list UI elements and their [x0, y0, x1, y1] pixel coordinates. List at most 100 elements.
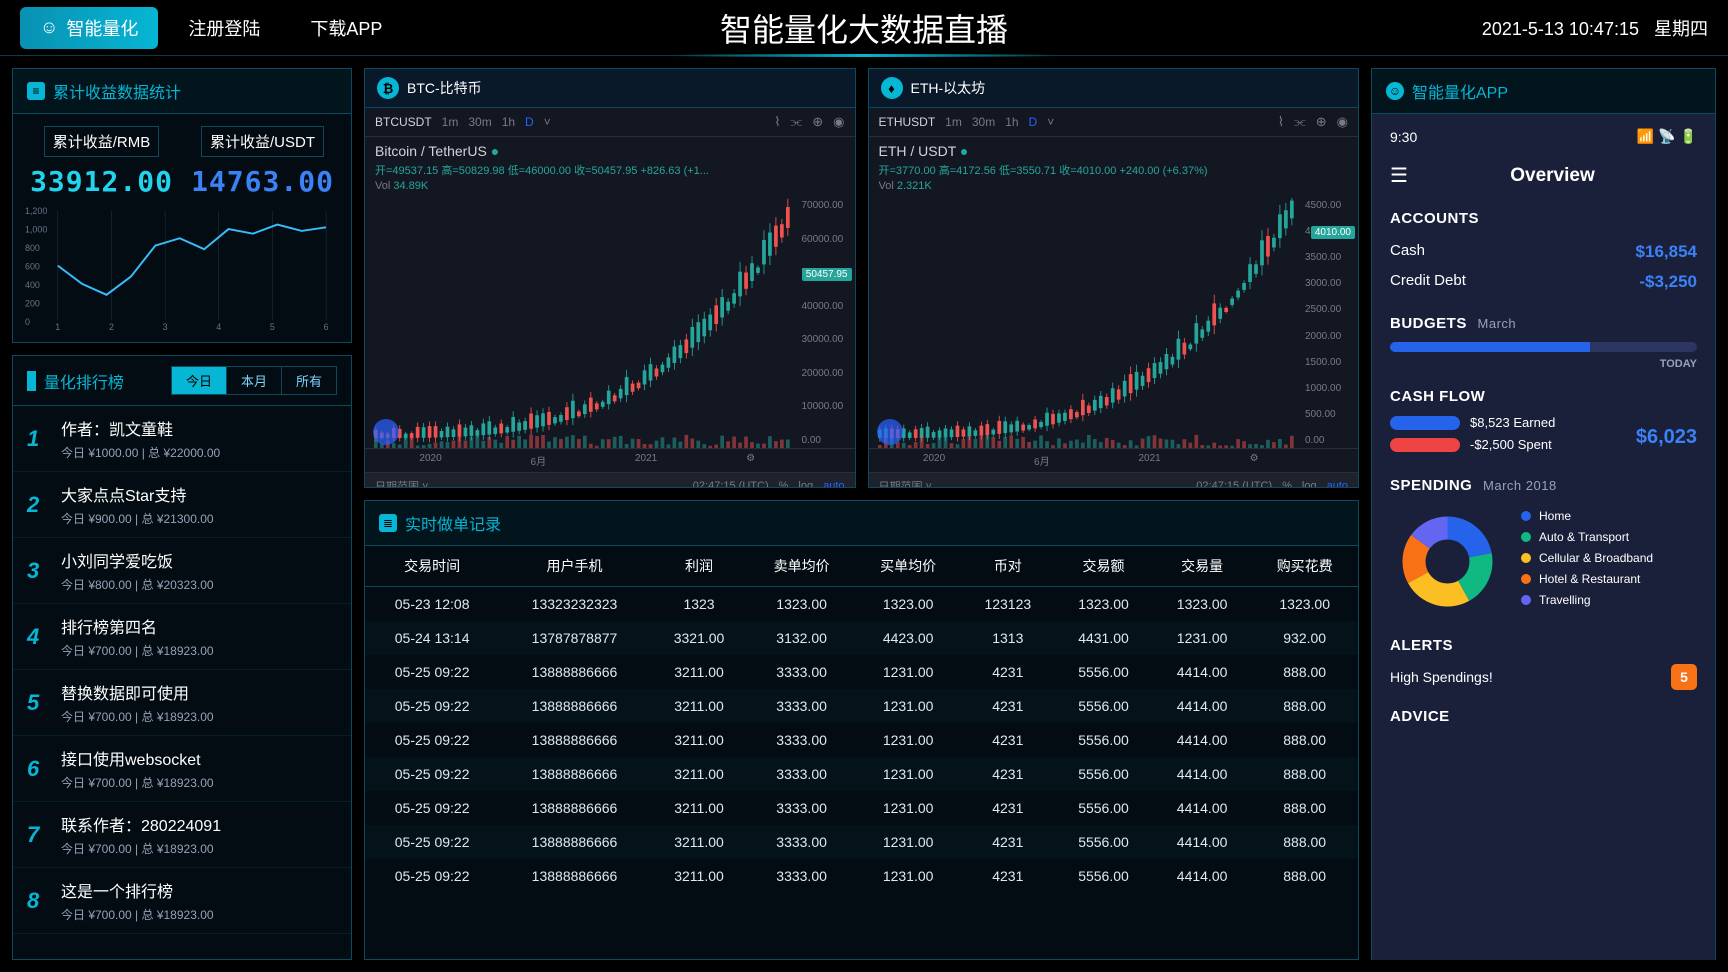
chart-opt[interactable]: % [1282, 480, 1292, 487]
rank-number: 3 [27, 558, 47, 584]
gear-icon[interactable]: ⚙ [1250, 453, 1259, 468]
rank-tab[interactable]: 今日 [172, 367, 227, 394]
rank-item[interactable]: 6接口使用websocket今日 ¥700.00 | 总 ¥18923.00 [13, 736, 351, 802]
svg-text:1,200: 1,200 [25, 206, 47, 216]
eth-chart-body[interactable]: ETHUSDT 1m 30m 1h D ˅ ⌇ ⫘ ⊕ ◉ ETH / USDT… [869, 108, 1359, 487]
hamburger-icon[interactable]: ☰ [1390, 163, 1408, 188]
legend-item[interactable]: Cellular & Broadband [1521, 551, 1697, 565]
wifi-icon: 📡 [1658, 128, 1675, 145]
rank-info: 作者：凯文童鞋今日 ¥1000.00 | 总 ¥22000.00 [61, 416, 337, 461]
stats-panel: ≡ 累计收益数据统计 累计收益/RMB33912.00累计收益/USDT1476… [12, 68, 352, 343]
camera-icon[interactable]: ◉ [1337, 114, 1348, 130]
timeframe-button[interactable]: 1m [945, 115, 962, 129]
svg-text:400: 400 [25, 280, 40, 290]
chart-area[interactable]: 70000.0060000.0050000.0040000.0030000.00… [373, 198, 800, 448]
charts-row: ₿ BTC-比特币 BTCUSDT 1m 30m 1h D ˅ ⌇ ⫘ ⊕ ◉ … [364, 68, 1359, 488]
nav-item[interactable]: 注册登陆 [168, 7, 280, 49]
table-cell: 05-24 13:14 [365, 621, 499, 655]
table-cell: 3211.00 [650, 791, 749, 825]
table-cell: 4414.00 [1153, 723, 1252, 757]
nav-item[interactable]: ☺智能量化 [20, 7, 158, 49]
alert-badge[interactable]: 5 [1671, 664, 1697, 690]
svg-text:3: 3 [163, 322, 168, 332]
eth-header: ♦ ETH-以太坊 [869, 69, 1359, 108]
chevron-down-icon[interactable]: ˅ [1047, 115, 1054, 129]
table-cell: 13888886666 [499, 723, 649, 757]
candle-icon[interactable]: ⌇ [774, 114, 780, 130]
account-label: Credit Debt [1390, 272, 1466, 292]
table-row: 05-23 12:081332323232313231323.001323.00… [365, 587, 1358, 622]
account-row[interactable]: Cash$16,854 [1390, 237, 1697, 267]
rank-item[interactable]: 4排行榜第四名今日 ¥700.00 | 总 ¥18923.00 [13, 604, 351, 670]
rank-number: 5 [27, 690, 47, 716]
timeframe-button[interactable]: D [1029, 115, 1038, 129]
rank-item[interactable]: 5替换数据即可使用今日 ¥700.00 | 总 ¥18923.00 [13, 670, 351, 736]
chart-symbol[interactable]: BTCUSDT [375, 115, 432, 129]
camera-icon[interactable]: ◉ [833, 114, 844, 130]
svg-text:0: 0 [25, 317, 30, 327]
timeframe-button[interactable]: 30m [468, 115, 491, 129]
settings-icon[interactable]: ⊕ [812, 114, 823, 130]
legend-label: Home [1539, 509, 1571, 523]
table-cell: 3211.00 [650, 825, 749, 859]
rank-item[interactable]: 3小刘同学爱吃饭今日 ¥800.00 | 总 ¥20323.00 [13, 538, 351, 604]
timeframe-button[interactable]: 1h [1005, 115, 1018, 129]
chart-symbol[interactable]: ETHUSDT [879, 115, 936, 129]
nav-item[interactable]: 下载APP [290, 7, 402, 49]
date-range[interactable]: 日期范围 ˅ [375, 478, 428, 487]
chart-opt[interactable]: log [798, 480, 813, 487]
alert-row: High Spendings! 5 [1390, 664, 1697, 690]
legend-item[interactable]: Home [1521, 509, 1697, 523]
table-row: 05-25 09:22138888866663211.003333.001231… [365, 655, 1358, 689]
table-cell: 4414.00 [1153, 825, 1252, 859]
legend-item[interactable]: Travelling [1521, 593, 1697, 607]
candle-icon[interactable]: ⌇ [1278, 114, 1284, 130]
indicator-icon[interactable]: ⫘ [791, 114, 803, 130]
chart-opt[interactable]: auto [1327, 480, 1348, 487]
chart-opt[interactable]: % [779, 480, 789, 487]
chart-opt[interactable]: log [1302, 480, 1317, 487]
eth-icon: ♦ [881, 77, 903, 99]
gear-icon[interactable]: ⚙ [746, 453, 755, 468]
table-header: 买单均价 [855, 546, 962, 587]
rank-info: 联系作者：280224091今日 ¥700.00 | 总 ¥18923.00 [61, 812, 337, 857]
cashflow-label: -$2,500 Spent [1470, 437, 1552, 452]
budgets-h-text: BUDGETS [1390, 315, 1467, 332]
table-cell: 05-25 09:22 [365, 825, 499, 859]
rank-item[interactable]: 2大家点点Star支持今日 ¥900.00 | 总 ¥21300.00 [13, 472, 351, 538]
timeframe-button[interactable]: 1h [502, 115, 515, 129]
date-range[interactable]: 日期范围 ˅ [879, 478, 932, 487]
chart-tools: ⌇ ⫘ ⊕ ◉ [774, 114, 844, 130]
timeframe-button[interactable]: D [525, 115, 534, 129]
btc-chart-body[interactable]: BTCUSDT 1m 30m 1h D ˅ ⌇ ⫘ ⊕ ◉ Bitcoin / … [365, 108, 855, 487]
table-cell: 5556.00 [1054, 689, 1153, 723]
table-cell: 4414.00 [1153, 655, 1252, 689]
chart-area[interactable]: 4500.004000.003500.003000.002500.002000.… [877, 198, 1304, 448]
indicator-icon[interactable]: ⫘ [1294, 114, 1306, 130]
legend-item[interactable]: Auto & Transport [1521, 530, 1697, 544]
status-icons: 📶 📡 🔋 [1637, 128, 1697, 145]
rank-tab[interactable]: 所有 [282, 367, 336, 394]
chart-info: ETH / USDT ● 开=3770.00 高=4172.56 低=3550.… [869, 137, 1359, 198]
timeframe-button[interactable]: 1m [442, 115, 459, 129]
account-row[interactable]: Credit Debt-$3,250 [1390, 267, 1697, 297]
legend-item[interactable]: Hotel & Restaurant [1521, 572, 1697, 586]
rank-item[interactable]: 8这是一个排行榜今日 ¥700.00 | 总 ¥18923.00 [13, 868, 351, 934]
table-row: 05-25 09:22138888866663211.003333.001231… [365, 791, 1358, 825]
table-cell: 888.00 [1251, 791, 1358, 825]
svg-text:200: 200 [25, 299, 40, 309]
legend-label: Hotel & Restaurant [1539, 572, 1640, 586]
chevron-down-icon[interactable]: ˅ [544, 115, 551, 129]
rank-tab[interactable]: 本月 [227, 367, 282, 394]
rank-item[interactable]: 1作者：凯文童鞋今日 ¥1000.00 | 总 ¥22000.00 [13, 406, 351, 472]
table-cell: 3333.00 [748, 723, 855, 757]
timeframe-button[interactable]: 30m [972, 115, 995, 129]
settings-icon[interactable]: ⊕ [1316, 114, 1327, 130]
table-cell: 1231.00 [855, 723, 962, 757]
app-time: 9:30 [1390, 129, 1417, 145]
rank-item[interactable]: 7联系作者：280224091今日 ¥700.00 | 总 ¥18923.00 [13, 802, 351, 868]
table-header: 卖单均价 [748, 546, 855, 587]
chart-opt[interactable]: auto [823, 480, 844, 487]
table-cell: 5556.00 [1054, 757, 1153, 791]
table-cell: 1323 [650, 587, 749, 622]
